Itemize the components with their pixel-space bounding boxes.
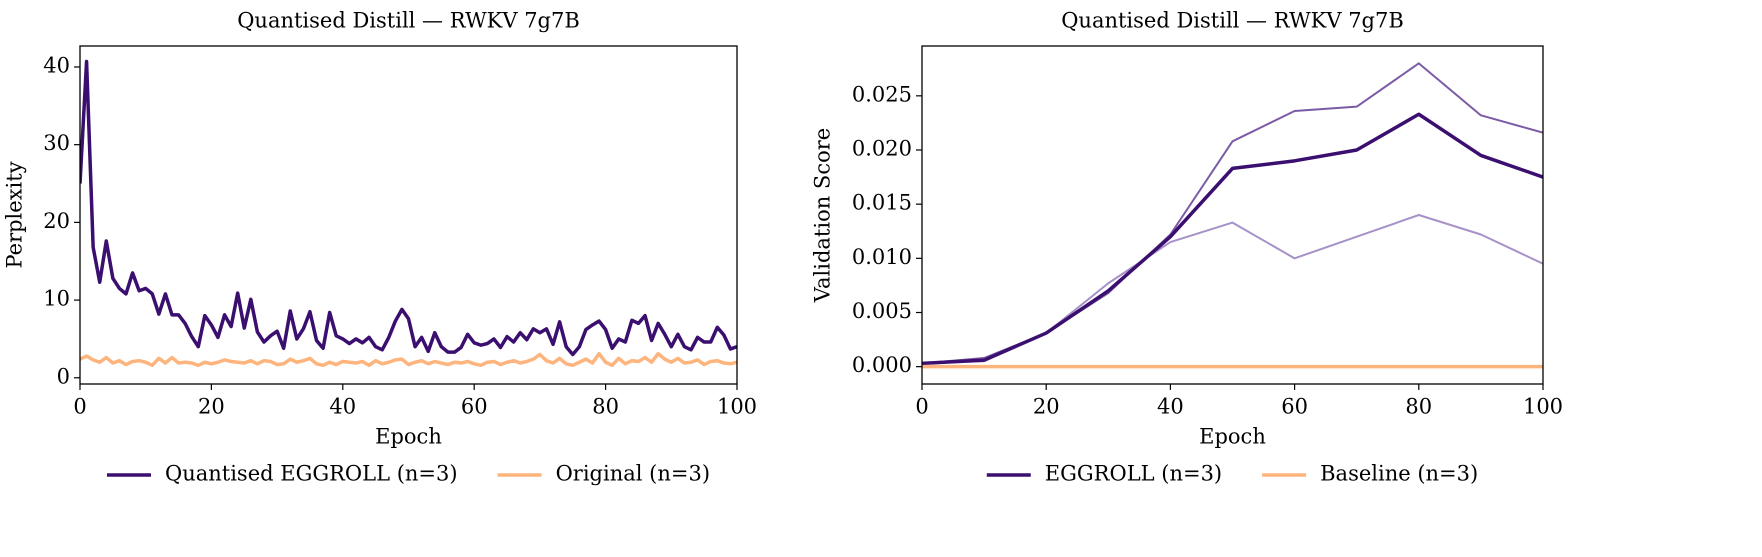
legend-label: Quantised EGGROLL (n=3) <box>165 462 458 486</box>
y-tick-label: 20 <box>43 209 70 233</box>
y-axis-label: Perplexity <box>3 161 27 268</box>
y-tick-label: 0.025 <box>852 82 912 106</box>
x-tick-label: 40 <box>1157 395 1184 419</box>
y-tick-label: 0.005 <box>852 299 912 323</box>
y-tick-label: 0 <box>57 364 70 388</box>
plot-frame <box>921 45 1544 385</box>
series-line <box>922 62 1543 365</box>
x-tick-label: 60 <box>1281 395 1308 419</box>
series-line <box>922 112 1543 366</box>
y-tick-label: 30 <box>43 131 70 155</box>
x-axis-label: Epoch <box>375 425 442 449</box>
x-tick-label: 100 <box>717 395 757 419</box>
y-tick-label: 0.010 <box>852 245 912 269</box>
chart: Quantised Distill — RWKV 7g7B Epoch Valida… <box>811 9 1564 486</box>
y-tick-label: 10 <box>43 287 70 311</box>
y-tick-label: 0.020 <box>852 137 912 161</box>
series-line <box>80 351 737 368</box>
x-tick-label: 0 <box>73 395 86 419</box>
y-axis-label: Validation Score <box>811 128 835 303</box>
series-line <box>80 59 737 357</box>
legend-label: EGGROLL (n=3) <box>1045 462 1222 486</box>
plot-frame <box>79 45 738 385</box>
chart-title: Quantised Distill — RWKV 7g7B <box>1061 9 1404 33</box>
x-tick-label: 0 <box>915 395 928 419</box>
legend: Quantised EGGROLL (n=3) Original (n=3) <box>106 462 710 486</box>
x-axis-label: Epoch <box>1199 425 1266 449</box>
legend-label: Original (n=3) <box>556 462 710 486</box>
legend-label: Baseline (n=3) <box>1320 462 1478 486</box>
y-tick-label: 40 <box>43 53 70 77</box>
chart-title: Quantised Distill — RWKV 7g7B <box>237 9 580 33</box>
y-tick-label: 0.000 <box>852 353 912 377</box>
x-tick-label: 20 <box>1033 395 1060 419</box>
x-tick-label: 60 <box>461 395 488 419</box>
x-tick-label: 100 <box>1523 395 1563 419</box>
legend: EGGROLL (n=3) Baseline (n=3) <box>986 462 1478 486</box>
x-tick-label: 40 <box>329 395 356 419</box>
series-line <box>922 214 1543 365</box>
y-tick-label: 0.015 <box>852 191 912 215</box>
x-tick-label: 80 <box>592 395 619 419</box>
x-tick-label: 80 <box>1405 395 1432 419</box>
x-tick-label: 20 <box>198 395 225 419</box>
chart: Quantised Distill — RWKV 7g7B Epoch Perple… <box>3 9 758 486</box>
